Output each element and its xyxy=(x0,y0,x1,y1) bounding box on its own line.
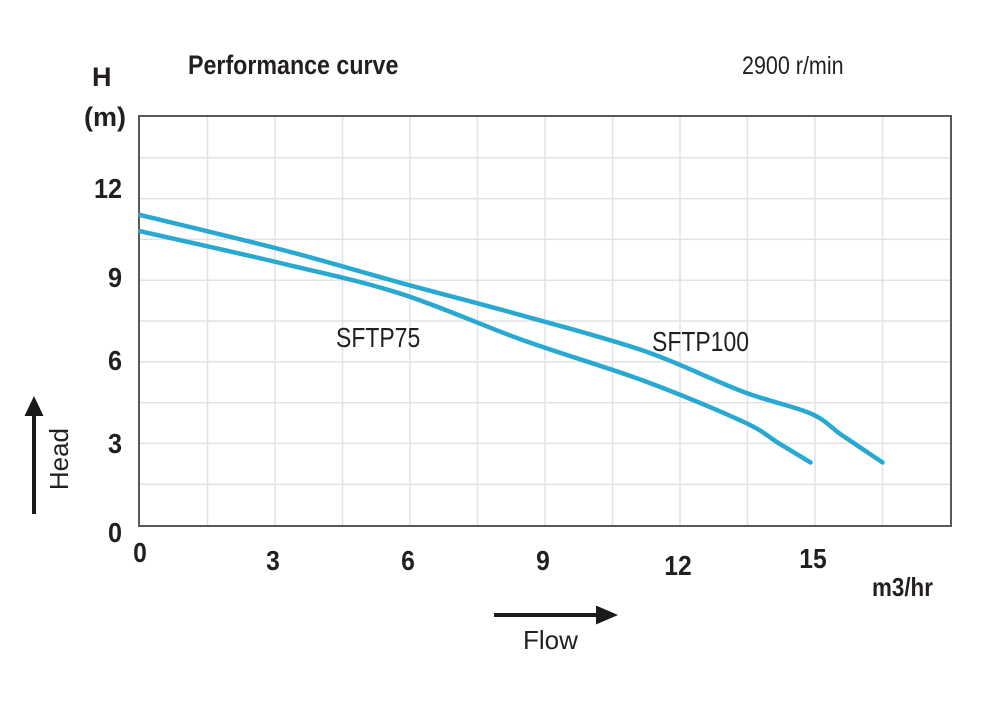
x-axis-unit: m3/hr xyxy=(872,572,933,602)
x-tick-label: 3 xyxy=(266,545,280,576)
plot-area xyxy=(137,115,952,527)
flow-axis-arrow-icon xyxy=(494,605,618,625)
series-label-sftp75: SFTP75 xyxy=(336,322,421,353)
chart-title: Performance curve xyxy=(188,50,399,80)
y-tick-label: 6 xyxy=(107,344,122,376)
y-tick-label: 12 xyxy=(93,172,122,204)
curve-sftp75 xyxy=(137,228,813,465)
curves-canvas xyxy=(137,117,950,525)
y-axis-symbol: H xyxy=(92,62,112,92)
flow-axis-label: Flow xyxy=(523,625,578,655)
y-axis-unit: (m) xyxy=(84,102,126,132)
y-tick-label: 3 xyxy=(107,428,122,460)
head-axis-arrow-icon xyxy=(24,396,44,514)
x-tick-label: 15 xyxy=(799,543,827,574)
x-tick-label: 12 xyxy=(664,550,692,581)
head-axis-label: Head xyxy=(44,428,74,491)
y-tick-label: 9 xyxy=(107,262,122,294)
curve-sftp100 xyxy=(137,212,885,465)
x-tick-label: 0 xyxy=(133,537,147,568)
x-tick-label: 9 xyxy=(536,545,550,576)
x-tick-label: 6 xyxy=(401,545,415,576)
y-tick-label: 0 xyxy=(107,517,122,548)
series-label-sftp100: SFTP100 xyxy=(652,326,749,357)
rpm-annotation: 2900 r/min xyxy=(742,52,844,80)
